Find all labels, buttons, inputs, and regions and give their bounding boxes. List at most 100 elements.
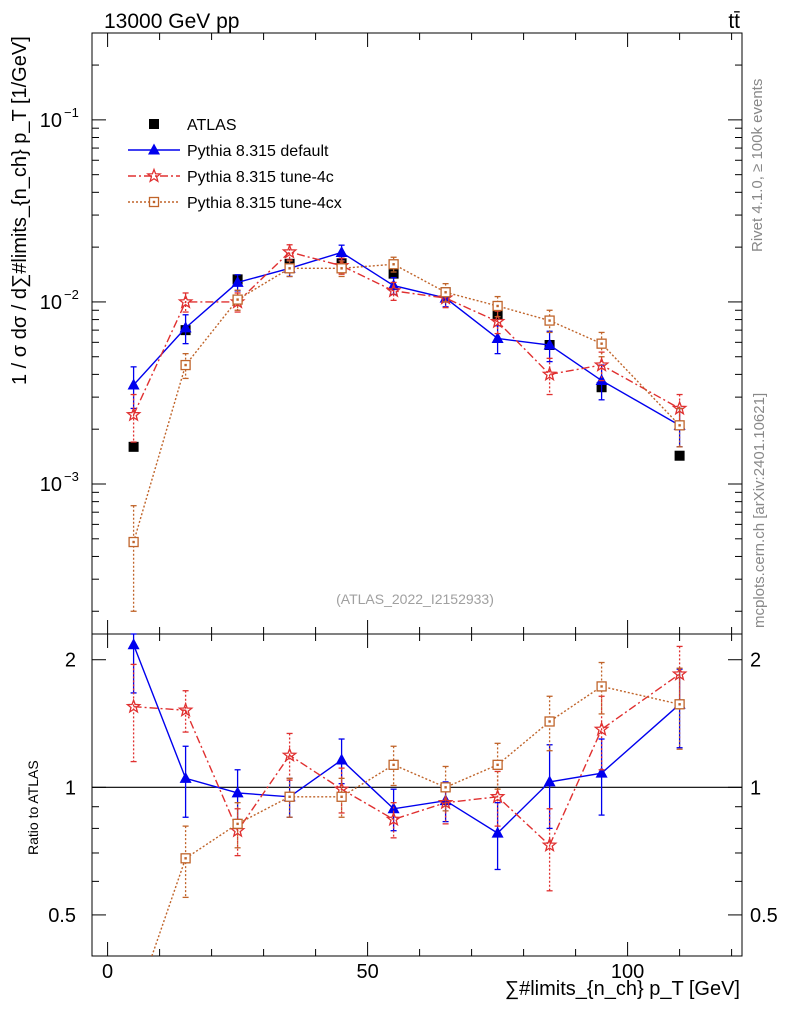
- legend-marker-pythia-8-315-tune-4c: [146, 167, 162, 183]
- main-panel-data: [125, 243, 688, 612]
- ratio-panel-frame: [91, 633, 743, 957]
- legend-marker-atlas: [149, 119, 159, 129]
- main-point-pythia-8-315-default: [179, 321, 192, 333]
- process-label: tt̄: [728, 10, 740, 33]
- ratio-point-pythia-8-315-default: [543, 775, 556, 787]
- ratio-point-pythia-8-315-tune-4c: [177, 701, 194, 718]
- ratio-point-pythia-8-315-tune-4cx-dot: [444, 786, 447, 789]
- main-point-pythia-8-315-tune-4cx-dot: [392, 263, 395, 266]
- legend-marker-pythia-8-315-default: [148, 143, 160, 155]
- ratio-point-pythia-8-315-tune-4cx: [440, 782, 451, 793]
- x-tick-label: 0: [102, 961, 113, 983]
- main-point-pythia-8-315-tune-4cx: [180, 359, 191, 371]
- main-point-pythia-8-315-tune-4c: [281, 243, 298, 259]
- main-point-pythia-8-315-tune-4cx-dot: [288, 267, 291, 270]
- legend-marker-pythia-8-315-tune-4cx: [148, 196, 160, 208]
- main-point-pythia-8-315-tune-4c: [593, 356, 610, 372]
- main-axis-ticks: 10−110−210−3: [40, 33, 742, 634]
- main-y-tick-label: 10: [40, 110, 62, 132]
- ratio-panel-data: [125, 633, 688, 956]
- main-point-pythia-8-315-tune-4cx-dot: [548, 319, 551, 322]
- ratio-point-pythia-8-315-tune-4c: [489, 788, 506, 804]
- main-point-pythia-8-315-tune-4cx: [388, 259, 399, 270]
- main-point-pythia-8-315-tune-4cx-dot: [496, 304, 499, 308]
- ratio-point-pythia-8-315-tune-4cx-dot: [288, 795, 291, 798]
- main-point-pythia-8-315-tune-4c: [541, 366, 558, 382]
- ratio-point-pythia-8-315-tune-4cx-dot: [548, 720, 551, 723]
- main-point-pythia-8-315-default: [335, 245, 348, 257]
- analysis-watermark: (ATLAS_2022_I2152933): [336, 591, 494, 607]
- ratio-point-pythia-8-315-default: [231, 786, 244, 798]
- main-point-pythia-8-315-tune-4cx-dot: [184, 363, 187, 367]
- ratio-point-pythia-8-315-tune-4cx: [492, 759, 503, 770]
- ratio-point-pythia-8-315-default: [179, 771, 192, 783]
- legend-label-pythia-8-315-default: Pythia 8.315 default: [187, 143, 329, 160]
- ratio-point-pythia-8-315-tune-4c: [281, 746, 298, 763]
- main-point-pythia-8-315-tune-4cx-dot: [340, 267, 343, 270]
- ratio-point-pythia-8-315-tune-4c: [385, 811, 402, 827]
- ratio-point-pythia-8-315-tune-4cx: [544, 716, 555, 727]
- main-point-pythia-8-315-tune-4c: [385, 282, 402, 298]
- ratio-point-pythia-8-315-default: [127, 638, 140, 650]
- ratio-point-pythia-8-315-tune-4cx-dot: [392, 763, 395, 767]
- x-tick-label: 100: [611, 961, 644, 983]
- rivet-version-label: Rivet 4.1.0, ≥ 100k events: [749, 79, 766, 252]
- ratio-axis-ticks: 0.5 0.5 1 1 2 2 0 50 100: [48, 634, 778, 983]
- ratio-point-pythia-8-315-tune-4cx: [232, 818, 243, 830]
- main-point-atlas: [388, 268, 399, 279]
- main-point-pythia-8-315-tune-4cx: [544, 315, 555, 326]
- main-point-pythia-8-315-tune-4cx: [440, 287, 451, 298]
- legend-marker-pythia-8-315-tune-4cx-dot: [152, 200, 156, 204]
- ratio-point-pythia-8-315-tune-4c: [593, 721, 610, 737]
- mcplots-label: mcplots.cern.ch [arXiv:2401.10621]: [751, 393, 768, 628]
- main-point-pythia-8-315-tune-4cx: [128, 536, 139, 548]
- ratio-point-pythia-8-315-tune-4cx-dot: [678, 703, 681, 706]
- main-point-pythia-8-315-default: [543, 338, 556, 350]
- x-tick-label: 50: [356, 961, 378, 983]
- ratio-point-pythia-8-315-tune-4cx: [180, 853, 191, 864]
- main-point-atlas: [674, 450, 685, 461]
- legend-label-pythia-8-315-tune-4c: Pythia 8.315 tune-4c: [187, 169, 334, 186]
- ratio-point-pythia-8-315-tune-4cx-dot: [496, 763, 499, 767]
- main-point-pythia-8-315-tune-4cx-dot: [236, 298, 239, 301]
- main-point-pythia-8-315-tune-4cx: [674, 420, 685, 431]
- main-point-pythia-8-315-tune-4c: [125, 406, 142, 422]
- main-point-pythia-8-315-tune-4cx: [492, 300, 503, 312]
- main-point-pythia-8-315-tune-4cx: [284, 263, 295, 274]
- main-y-tick-exponent: −1: [64, 105, 79, 120]
- main-y-axis-label: 1 / σ dσ / d∑#limits_{n_ch} p_T [1/GeV]: [9, 36, 31, 385]
- main-point-pythia-8-315-default: [127, 378, 140, 390]
- ratio-point-pythia-8-315-tune-4cx-dot: [184, 857, 187, 860]
- main-point-atlas: [128, 441, 139, 452]
- main-point-pythia-8-315-tune-4c: [489, 313, 506, 329]
- ratio-y-tick-label-left: 0.5: [48, 905, 76, 927]
- main-point-pythia-8-315-tune-4cx-dot: [444, 291, 447, 294]
- main-point-pythia-8-315-tune-4c: [671, 400, 688, 416]
- ratio-point-pythia-8-315-tune-4cx: [596, 681, 607, 692]
- legend-label-pythia-8-315-tune-4cx: Pythia 8.315 tune-4cx: [187, 195, 342, 212]
- ratio-point-pythia-8-315-tune-4c: [541, 836, 558, 853]
- main-point-pythia-8-315-default: [595, 374, 608, 386]
- main-y-tick-label: 10: [40, 292, 62, 314]
- main-point-pythia-8-315-tune-4c: [177, 293, 194, 309]
- main-y-tick-exponent: −2: [64, 287, 79, 302]
- energy-label: 13000 GeV pp: [104, 10, 239, 33]
- ratio-point-pythia-8-315-tune-4cx-dot: [340, 795, 343, 798]
- ratio-line-pythia-8-315-tune-4c: [133, 673, 681, 847]
- ratio-point-pythia-8-315-tune-4cx: [284, 791, 295, 802]
- ratio-point-pythia-8-315-tune-4cx-dot: [600, 685, 603, 688]
- ratio-point-pythia-8-315-tune-4cx: [674, 699, 685, 710]
- ratio-y-tick-label-right: 1: [750, 777, 761, 799]
- legend-label-atlas: ATLAS: [187, 117, 237, 134]
- ratio-point-pythia-8-315-default: [335, 753, 348, 765]
- main-point-pythia-8-315-tune-4cx-dot: [132, 540, 135, 544]
- ratio-y-tick-label-right: 0.5: [750, 905, 778, 927]
- main-point-pythia-8-315-tune-4cx: [232, 294, 243, 305]
- main-y-tick-label: 10: [40, 474, 62, 496]
- main-y-tick-exponent: −3: [64, 469, 79, 484]
- ratio-y-tick-label-right: 2: [750, 650, 761, 672]
- ratio-y-axis-label: Ratio to ATLAS: [25, 760, 41, 855]
- ratio-point-pythia-8-315-tune-4cx: [388, 759, 399, 770]
